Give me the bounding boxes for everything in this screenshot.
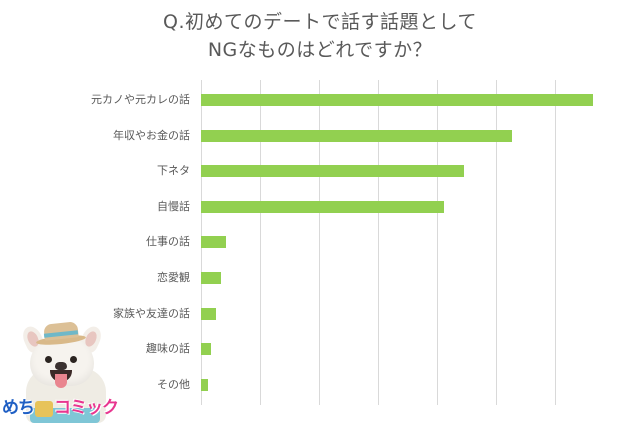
category-label: 元カノや元カレの話 [91,93,190,106]
logo-text-pink: コミック [54,398,119,418]
gridline [555,80,556,405]
bar [201,272,222,284]
category-label: 自慢話 [157,199,190,213]
bar [201,307,216,320]
chart-title-line-2: NGなものはどれですか？ [207,39,433,61]
chart-title: Q.初めてのデートで話す話題として NGなものはどれですか？ [0,8,640,64]
category-label: 趣味の話 [146,342,190,356]
bar [201,236,226,249]
chart-title-line-1: Q.初めてのデートで話す話題として [163,11,477,33]
logo-badge-icon [35,401,53,417]
gridline [319,80,320,405]
bar [201,378,209,391]
brand-logo: めち コミック [0,318,128,423]
bar [201,129,512,142]
logo-text-blue: めち [2,398,35,418]
gridline [496,80,497,405]
bar [201,200,445,213]
bar [201,94,593,106]
bar [201,343,212,356]
mascot-tongue [55,374,67,388]
mascot-eye-left [45,356,52,363]
plot-area [201,80,601,405]
category-label: 年収やお金の話 [113,128,190,142]
category-label: 恋愛観 [157,271,190,284]
mascot-nose [55,362,67,370]
bar [201,165,465,178]
gridline [437,80,438,405]
category-label: 下ネタ [157,164,190,178]
gridline [260,80,261,405]
gridline [378,80,379,405]
category-label: 仕事の話 [146,235,190,249]
mascot-eye-right [70,356,77,363]
logo-wordmark: めち コミック [2,398,119,418]
category-label: 家族や友達の話 [113,306,190,320]
category-label: その他 [157,377,190,391]
